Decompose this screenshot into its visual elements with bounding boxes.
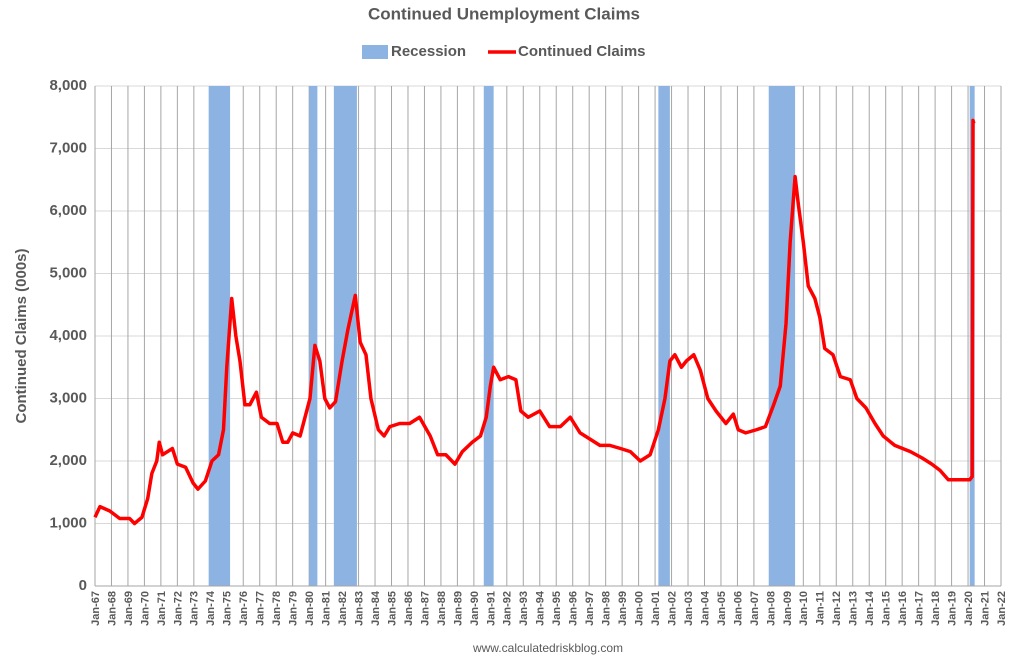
y-tick-label: 5,000 [49, 264, 87, 281]
x-tick-label: Jan-97 [584, 591, 596, 626]
x-tick-label: Jan-75 [222, 591, 234, 626]
x-tick-label: Jan-85 [386, 591, 398, 626]
x-tick-label: Jan-05 [716, 591, 728, 626]
x-tick-label: Jan-11 [815, 591, 827, 625]
x-tick-label: Jan-72 [172, 591, 184, 626]
x-tick-label: Jan-00 [634, 591, 646, 626]
recession-band [208, 86, 231, 586]
y-tick-label: 7,000 [49, 139, 87, 156]
x-tick-label: Jan-70 [139, 591, 151, 626]
legend-label: Continued Claims [518, 43, 646, 60]
x-tick-label: Jan-16 [897, 591, 909, 626]
x-tick-label: Jan-12 [831, 591, 843, 626]
recession-band [768, 86, 796, 586]
x-tick-label: Jan-99 [617, 591, 629, 626]
y-tick-label: 1,000 [49, 514, 87, 531]
x-tick-label: Jan-74 [205, 590, 217, 626]
x-tick-label: Jan-94 [535, 590, 547, 626]
legend-swatch [362, 45, 388, 59]
x-tick-label: Jan-81 [321, 591, 333, 626]
x-tick-label: Jan-95 [551, 591, 563, 626]
x-tick-label: Jan-78 [271, 591, 283, 626]
x-tick-label: Jan-79 [288, 591, 300, 626]
x-tick-label: Jan-98 [601, 591, 613, 626]
source: www.calculatedriskblog.com [472, 641, 623, 655]
x-tick-label: Jan-14 [864, 590, 876, 626]
y-tick-label: 0 [79, 577, 87, 594]
x-tick-label: Jan-22 [996, 591, 1008, 626]
x-tick-label: Jan-91 [485, 591, 497, 626]
data-line [93, 118, 976, 526]
y-tick-label: 4,000 [49, 327, 87, 344]
x-tick-label: Jan-84 [370, 590, 382, 626]
x-tick-label: Jan-21 [979, 591, 991, 626]
x-tick-label: Jan-07 [749, 591, 761, 626]
x-tick-label: Jan-88 [436, 591, 448, 626]
x-tick-label: Jan-89 [452, 591, 464, 626]
y-axis-label: Continued Claims (000s) [13, 248, 30, 423]
x-tick-label: Jan-15 [881, 591, 893, 626]
x-tick-label: Jan-10 [798, 591, 810, 626]
x-tick-label: Jan-20 [963, 591, 975, 626]
x-tick-label: Jan-68 [106, 591, 118, 626]
x-tick-label: Jan-92 [502, 591, 514, 626]
x-tick-label: Jan-96 [568, 591, 580, 626]
x-tick-label: Jan-67 [90, 591, 102, 626]
x-tick-label: Jan-71 [156, 591, 168, 626]
x-tick-label: Jan-06 [732, 591, 744, 626]
x-tick-label: Jan-86 [403, 591, 415, 626]
x-tick-label: Jan-18 [930, 591, 942, 626]
x-tick-label: Jan-93 [518, 591, 530, 626]
x-tick-label: Jan-83 [353, 591, 365, 626]
y-tick-label: 8,000 [49, 77, 87, 94]
recession-band [658, 86, 670, 586]
chart-title: Continued Unemployment Claims [368, 4, 640, 23]
x-tick-label: Jan-04 [699, 590, 711, 626]
legend-label: Recession [391, 43, 466, 60]
x-tick-label: Jan-82 [337, 591, 349, 626]
x-tick-label: Jan-09 [782, 591, 794, 626]
y-tick-label: 3,000 [49, 389, 87, 406]
x-tick-label: Jan-69 [123, 591, 135, 626]
x-tick-label: Jan-13 [848, 591, 860, 626]
x-tick-label: Jan-76 [238, 591, 250, 626]
x-tick-label: Jan-87 [419, 591, 431, 626]
x-tick-label: Jan-02 [666, 591, 678, 626]
y-tick-label: 2,000 [49, 452, 87, 469]
x-tick-label: Jan-19 [946, 591, 958, 626]
x-tick-label: Jan-90 [469, 591, 481, 626]
recession-band [309, 86, 318, 586]
x-tick-label: Jan-73 [189, 591, 201, 626]
recession-band [483, 86, 494, 586]
x-tick-label: Jan-03 [683, 591, 695, 626]
x-tick-label: Jan-17 [914, 591, 926, 626]
x-tick-label: Jan-01 [650, 591, 662, 626]
x-tick-label: Jan-80 [304, 591, 316, 626]
x-tick-label: Jan-08 [765, 591, 777, 626]
y-tick-label: 6,000 [49, 202, 87, 219]
x-tick-label: Jan-77 [255, 591, 267, 626]
